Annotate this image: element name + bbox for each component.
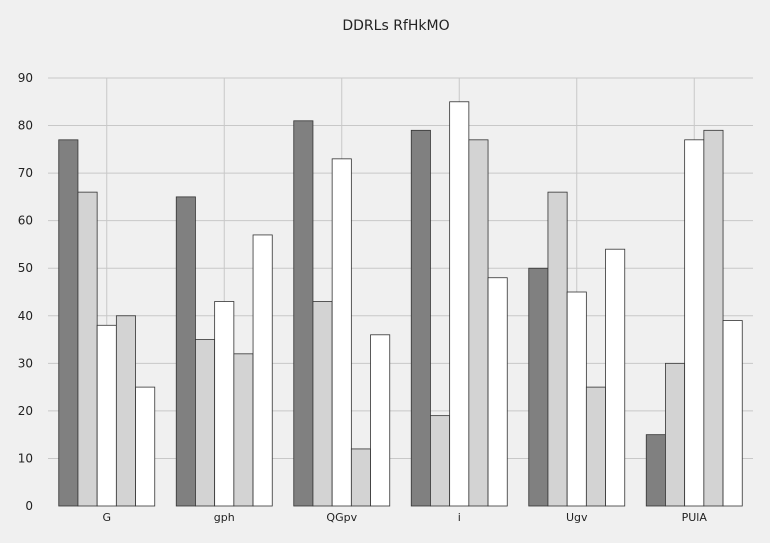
bar-Ugv-series-1: Series 1 Ugv: 50 [528,267,549,507]
bar-gph-series-3: Series 3 gph: 43 [214,301,235,507]
bar-G-series-2: Series 2 G: 66 [77,191,98,507]
bar-G-series-5: Series 5 G: 25 [135,386,156,507]
chart-title: DDRLs RfHkMO [342,18,449,34]
y-tick-label: 30 [18,356,33,370]
bar-QGpv-series-4: Series 4 QGpv: 12 [350,448,371,507]
y-tick-label: 10 [18,451,33,465]
y-tick-label: 80 [18,119,33,133]
bar-QGpv-series-3: Series 3 QGpv: 73 [331,158,352,507]
bar-PUlA-series-5: Series 5 PUlA: 39 [722,320,743,507]
bar-i-series-2: Series 2 i: 19 [430,415,451,507]
x-tick-label: Ugv [566,511,588,524]
bar-QGpv-series-2: Series 2 QGpv: 43 [312,301,333,507]
bar-PUlA-series-1: Series 1 PUlA: 15 [645,434,666,507]
y-tick-label: 60 [18,214,33,228]
bar-gph-series-4: Series 4 gph: 32 [233,353,254,507]
bar-PUlA-series-3: Series 3 PUlA: 77 [684,139,705,507]
x-tick-label: gph [214,511,235,524]
y-tick-label: 20 [18,404,33,418]
y-tick-label: 90 [18,71,33,85]
bar-gph-series-2: Series 2 gph: 35 [195,339,216,507]
bar-Ugv-series-5: Series 5 Ugv: 54 [605,248,626,507]
y-tick-label: 50 [18,261,33,275]
bar-G-series-4: Series 4 G: 40 [115,315,136,507]
bar-QGpv-series-5: Series 5 QGpv: 36 [370,334,391,507]
bar-gph-series-1: Series 1 gph: 65 [175,196,196,507]
bar-PUlA-series-4: Series 4 PUlA: 79 [703,129,724,507]
bar-i-series-4: Series 4 i: 77 [468,139,489,507]
bar-gph-series-5: Series 5 gph: 57 [252,234,273,507]
bar-PUlA-series-2: Series 2 PUlA: 30 [665,362,686,507]
bar-Ugv-series-4: Series 4 Ugv: 25 [585,386,606,507]
x-tick-label: i [458,511,461,524]
bar-i-series-1: Series 1 i: 79 [410,129,431,507]
x-tick-label: QGpv [326,511,357,524]
bar-QGpv-series-1: Series 1 QGpv: 81 [293,120,314,507]
x-tick-label: PUlA [682,511,708,524]
bar-i-series-3: Series 3 i: 85 [449,101,470,507]
bars: Series 1 G: 77Series 2 G: 66Series 3 G: … [58,101,743,507]
bar-Ugv-series-2: Series 2 Ugv: 66 [547,191,568,507]
bar-G-series-1: Series 1 G: 77 [58,139,79,507]
y-tick-label: 70 [18,166,33,180]
bar-i-series-5: Series 5 i: 48 [487,277,508,507]
bar-G-series-3: Series 3 G: 38 [96,324,117,507]
y-axis-ticks: 0 10 20 30 40 50 60 70 80 90 [18,71,33,513]
y-tick-label: 40 [18,309,33,323]
x-tick-label: G [102,511,111,524]
y-tick-label: 0 [25,499,33,513]
bar-Ugv-series-3: Series 3 Ugv: 45 [566,291,587,507]
